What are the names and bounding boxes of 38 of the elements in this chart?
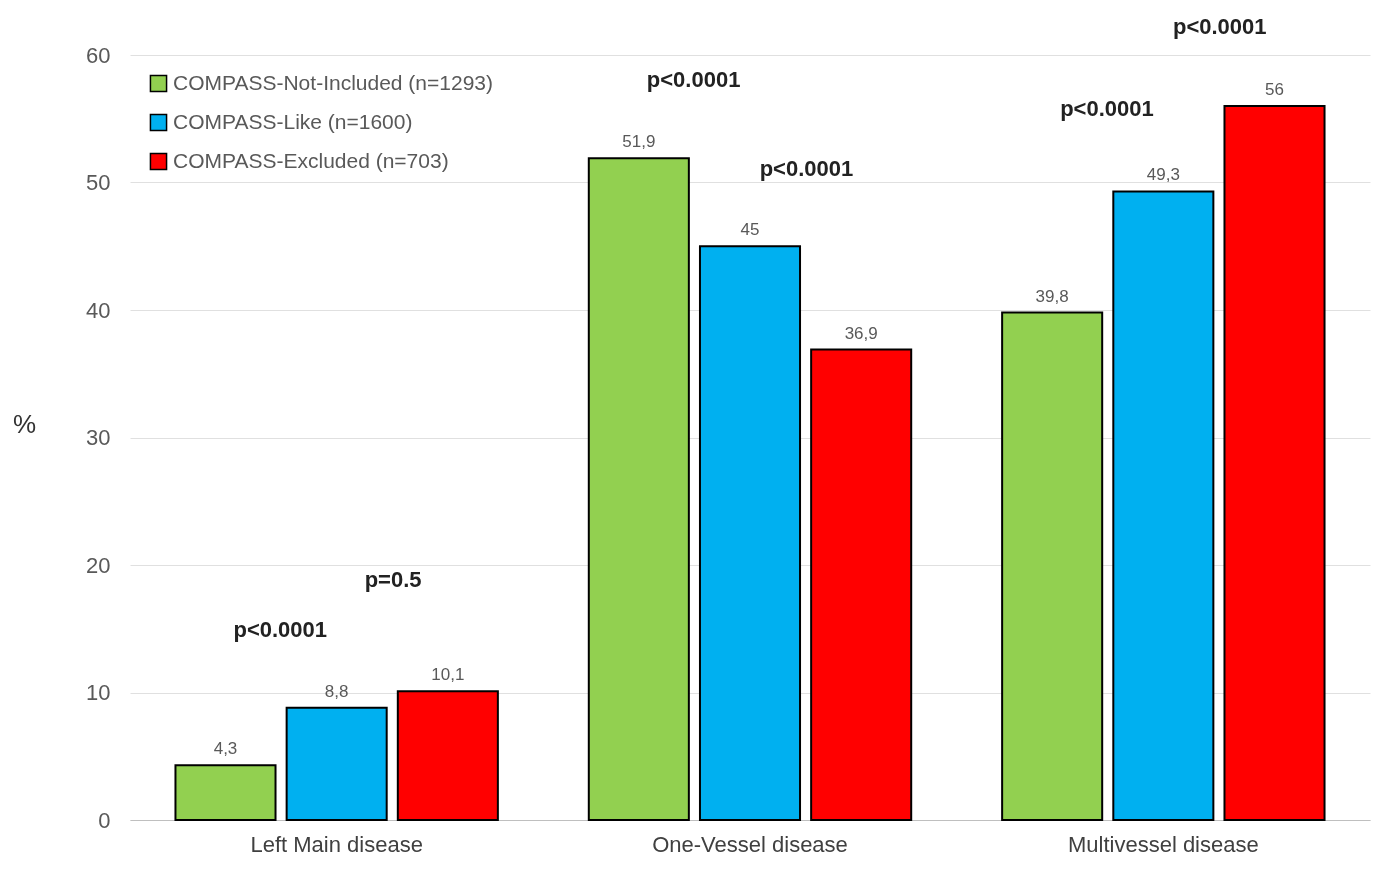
x-tick-label: One-Vessel disease: [652, 831, 848, 857]
data-label: 36,9: [844, 323, 878, 343]
bar: [1223, 105, 1326, 821]
text: p<0.0001: [1172, 13, 1267, 39]
y-tick-label: 60: [86, 42, 111, 68]
data-label: 56: [1265, 80, 1284, 99]
annotation: p<0.0001: [646, 67, 741, 93]
y-tick-label: 0: [98, 807, 111, 833]
y-axis-title: %: [12, 409, 37, 439]
bar: [174, 764, 277, 821]
annotation: p<0.0001: [1060, 96, 1154, 122]
bar: [698, 245, 802, 821]
bar: [810, 348, 913, 821]
bar: [1112, 190, 1215, 821]
bar: [1001, 311, 1104, 821]
y-tick-label: 40: [86, 297, 111, 323]
data-label: 10,1: [431, 665, 465, 685]
annotation: p<0.0001: [233, 616, 328, 642]
y-tick-label: 50: [86, 170, 111, 195]
data-label: 8,8: [324, 681, 349, 701]
x-tick-label: Left Main disease: [250, 831, 423, 857]
data-label: 49,3: [1146, 165, 1180, 185]
data-label: 51,9: [622, 132, 656, 152]
annotation: p=0.5: [364, 566, 422, 592]
legend-label: COMPASS-Not-Included (n=1293): [173, 70, 494, 94]
y-tick-label: 20: [86, 552, 111, 578]
data-label: 4,3: [213, 739, 238, 759]
y-tick-label: 10: [86, 680, 111, 705]
bar: [396, 690, 499, 821]
data-label: 45: [740, 220, 760, 240]
bar: [285, 706, 388, 821]
x-tick-label: Multivessel disease: [1067, 831, 1259, 857]
data-label: 39,8: [1035, 286, 1069, 306]
annotation: p<0.0001: [759, 155, 854, 181]
legend-label: COMPASS-Excluded (n=703): [173, 148, 449, 172]
bar: [587, 157, 690, 821]
y-tick-label: 30: [86, 425, 111, 450]
legend-label: COMPASS-Like (n=1600): [173, 109, 413, 133]
